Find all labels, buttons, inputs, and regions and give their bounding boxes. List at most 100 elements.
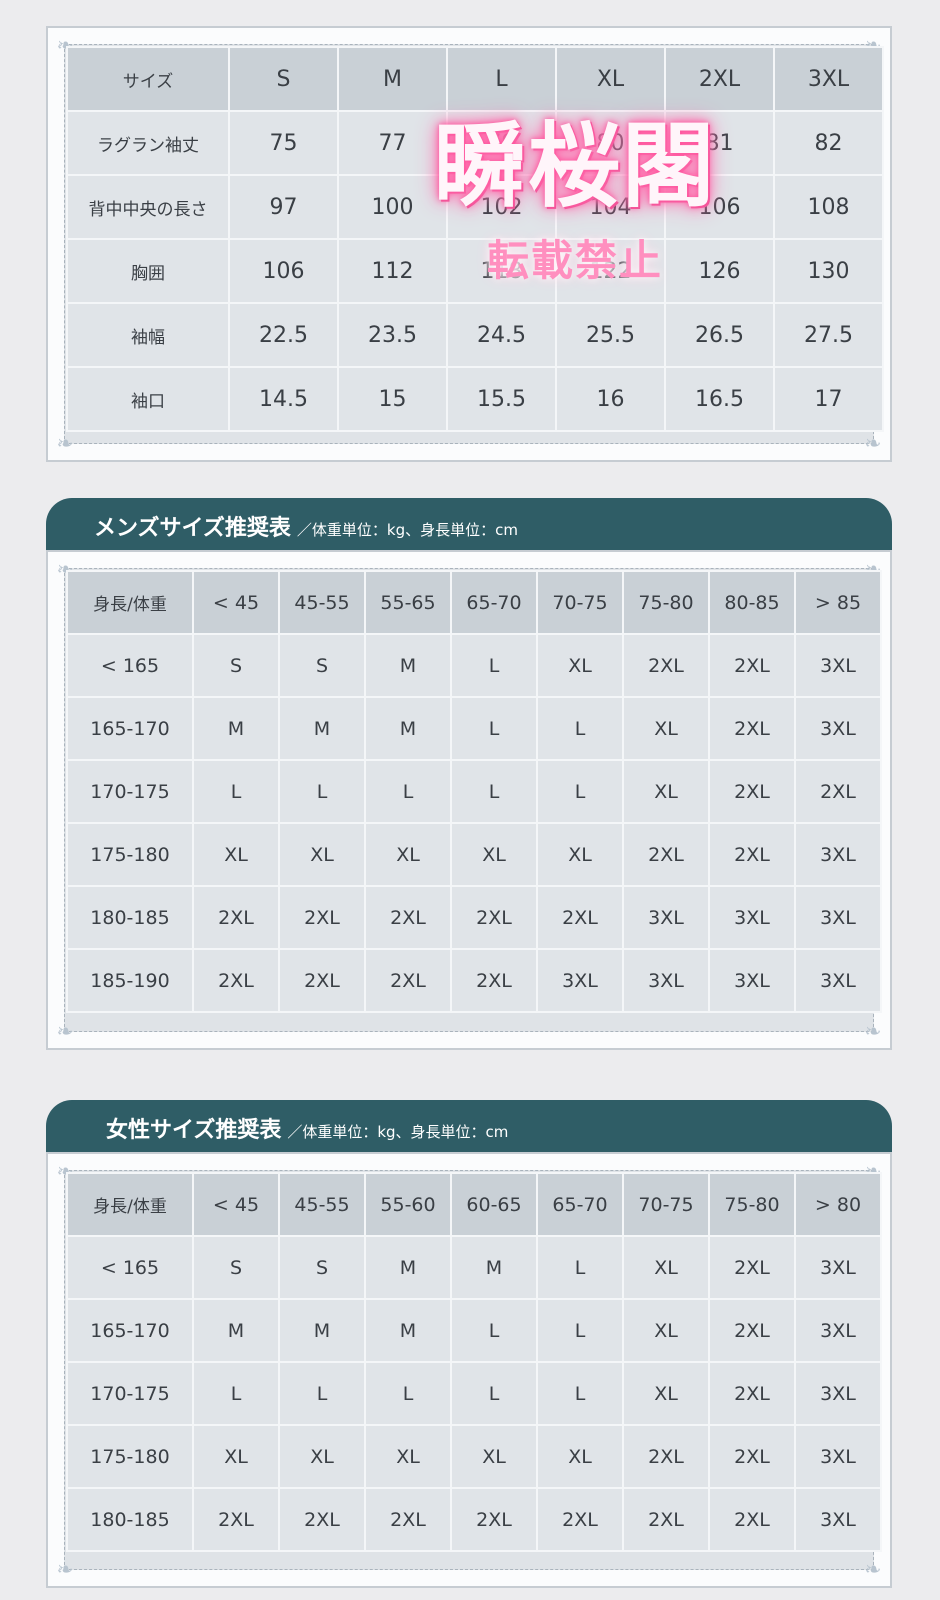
table-cell: 2XL: [536, 885, 624, 950]
table-cell: 3XL: [536, 948, 624, 1013]
table-cell: 2XL: [364, 885, 452, 950]
table-cell: L: [536, 1361, 624, 1426]
table-cell: 2XL: [622, 1424, 710, 1489]
table-cell: 2XL: [450, 948, 538, 1013]
table-row: 袖幅 22.5 23.5 24.5 25.5 26.5 27.5: [66, 302, 884, 368]
table-cell: 16: [555, 366, 666, 432]
corner-ornament-icon: ❧: [864, 1557, 882, 1581]
header-cell: 65-70: [536, 1172, 624, 1237]
row-label: 165-170: [66, 696, 194, 761]
corner-ornament-icon: ❧: [864, 1019, 882, 1043]
measurement-panel: ❧ ❧ ❧ ❧ サイズ S M L XL 2XL 3XL ラグラン袖丈 75 7…: [46, 26, 892, 462]
table-cell: 2XL: [708, 1487, 796, 1552]
header-cell: M: [337, 46, 448, 112]
row-label: 175-180: [66, 1424, 194, 1489]
table-row: 170-175 L L L L L XL 2XL 3XL: [66, 1361, 882, 1426]
table-cell: S: [278, 1235, 366, 1300]
table-cell: 77: [337, 110, 448, 176]
table-cell: 2XL: [708, 1361, 796, 1426]
table-cell: 82: [773, 110, 884, 176]
table-cell: 118: [446, 238, 557, 304]
table-row: 175-180 XL XL XL XL XL 2XL 2XL 3XL: [66, 822, 882, 887]
header-cell: 45-55: [278, 570, 366, 635]
table-cell: 75: [228, 110, 339, 176]
womens-title: 女性サイズ推奨表 ／体重単位：kg、身長単位：cm: [106, 1112, 508, 1144]
table-row: 180-185 2XL 2XL 2XL 2XL 2XL 3XL 3XL 3XL: [66, 885, 882, 950]
mens-size-table: 身長/体重 < 45 45-55 55-65 65-70 70-75 75-80…: [66, 570, 882, 1013]
table-cell: 2XL: [708, 633, 796, 698]
table-cell: 2XL: [708, 822, 796, 887]
table-cell: L: [278, 759, 366, 824]
table-row: 胸囲 106 112 118 122 126 130: [66, 238, 884, 304]
table-cell: 15: [337, 366, 448, 432]
row-label: < 165: [66, 1235, 194, 1300]
table-cell: 81: [664, 110, 775, 176]
table-cell: 80: [555, 110, 666, 176]
table-cell: 3XL: [708, 885, 796, 950]
table-cell: 2XL: [536, 1487, 624, 1552]
table-row: 175-180 XL XL XL XL XL 2XL 2XL 3XL: [66, 1424, 882, 1489]
header-cell: 75-80: [708, 1172, 796, 1237]
table-cell: 3XL: [794, 1298, 882, 1363]
table-cell: M: [192, 1298, 280, 1363]
womens-title-text: 女性サイズ推奨表: [106, 1118, 282, 1143]
table-cell: S: [278, 633, 366, 698]
table-cell: 2XL: [794, 759, 882, 824]
table-row: 180-185 2XL 2XL 2XL 2XL 2XL 2XL 2XL 3XL: [66, 1487, 882, 1552]
table-cell: 2XL: [192, 885, 280, 950]
header-cell: 80-85: [708, 570, 796, 635]
corner-ornament-icon: ❧: [56, 431, 74, 455]
table-cell: L: [450, 759, 538, 824]
table-cell: M: [278, 1298, 366, 1363]
table-cell: 2XL: [192, 1487, 280, 1552]
table-cell: 106: [664, 174, 775, 240]
row-label: 170-175: [66, 759, 194, 824]
table-cell: M: [278, 696, 366, 761]
table-cell: XL: [536, 1424, 624, 1489]
header-cell: 身長/体重: [66, 1172, 194, 1237]
table-cell: 2XL: [364, 948, 452, 1013]
table-cell: 106: [228, 238, 339, 304]
table-cell: L: [364, 759, 452, 824]
table-cell: L: [192, 1361, 280, 1426]
table-cell: 3XL: [794, 1487, 882, 1552]
table-cell: L: [450, 633, 538, 698]
table-cell: M: [364, 696, 452, 761]
table-cell: XL: [622, 1235, 710, 1300]
row-label: ラグラン袖丈: [66, 110, 230, 176]
table-cell: XL: [622, 696, 710, 761]
table-cell: 102: [446, 174, 557, 240]
table-row: 185-190 2XL 2XL 2XL 2XL 3XL 3XL 3XL 3XL: [66, 948, 882, 1013]
table-cell: 2XL: [708, 696, 796, 761]
table-cell: L: [450, 1361, 538, 1426]
table-cell: 2XL: [622, 633, 710, 698]
header-cell: サイズ: [66, 46, 230, 112]
womens-size-table: 身長/体重 < 45 45-55 55-60 60-65 65-70 70-75…: [66, 1172, 882, 1552]
row-label: 胸囲: [66, 238, 230, 304]
table-cell: 2XL: [364, 1487, 452, 1552]
header-cell: L: [446, 46, 557, 112]
table-cell: 3XL: [794, 1235, 882, 1300]
table-cell: M: [192, 696, 280, 761]
table-cell: 16.5: [664, 366, 775, 432]
table-cell: 2XL: [708, 1298, 796, 1363]
table-cell: 3XL: [794, 885, 882, 950]
table-cell: 3XL: [794, 822, 882, 887]
table-row: < 165 S S M M L XL 2XL 3XL: [66, 1235, 882, 1300]
table-cell: 23.5: [337, 302, 448, 368]
table-cell: 2XL: [622, 1487, 710, 1552]
table-cell: 2XL: [708, 1235, 796, 1300]
table-cell: L: [278, 1361, 366, 1426]
table-cell: 26.5: [664, 302, 775, 368]
header-cell: 身長/体重: [66, 570, 194, 635]
table-cell: 3XL: [794, 1424, 882, 1489]
mens-panel: ❧ ❧ ❧ ❧ 身長/体重 < 45 45-55 55-65 65-70 70-…: [46, 550, 892, 1050]
header-cell: < 45: [192, 570, 280, 635]
header-cell: 2XL: [664, 46, 775, 112]
header-cell: > 85: [794, 570, 882, 635]
table-cell: 2XL: [278, 1487, 366, 1552]
header-cell: 60-65: [450, 1172, 538, 1237]
row-label: 175-180: [66, 822, 194, 887]
table-row: 165-170 M M M L L XL 2XL 3XL: [66, 696, 882, 761]
table-cell: XL: [622, 759, 710, 824]
